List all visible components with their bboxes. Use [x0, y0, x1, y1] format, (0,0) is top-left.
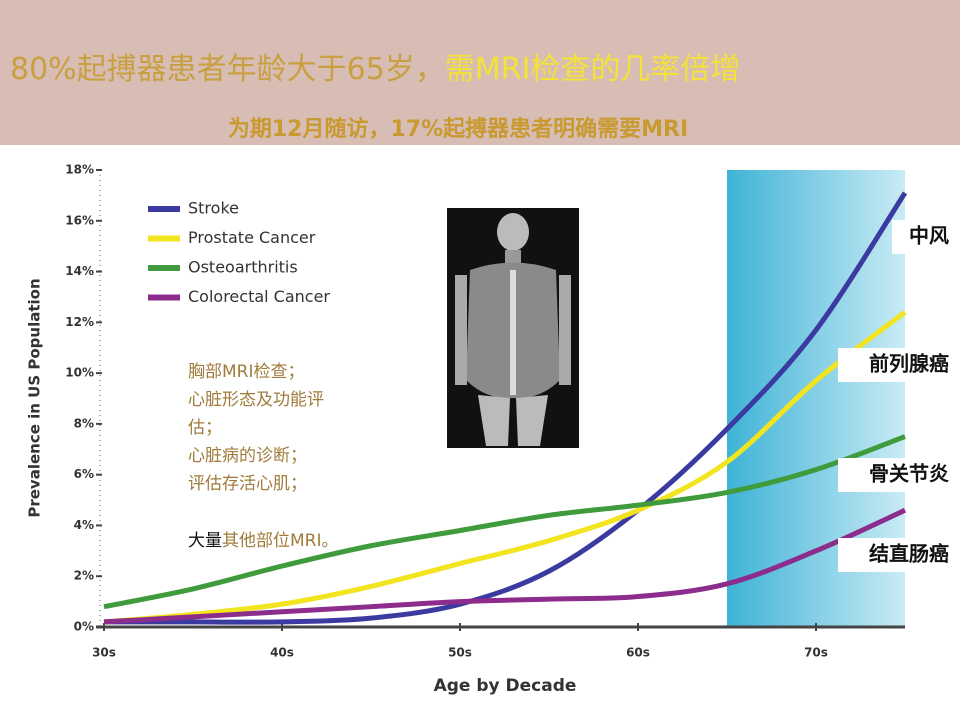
y-tick-label: 12%: [65, 315, 94, 329]
y-tick-label: 18%: [65, 163, 94, 177]
x-tick-label: 40s: [270, 646, 294, 660]
y-tick-label: 14%: [65, 264, 94, 278]
series-line: [104, 191, 908, 625]
slide-title: 80%起搏器患者年龄大于65岁，需MRI检查的几率倍增: [10, 52, 740, 87]
x-tick-label: 50s: [448, 646, 472, 660]
note-line: 心脏病的诊断；: [188, 446, 307, 466]
callout-box: [838, 538, 954, 572]
mri-image: [447, 208, 579, 448]
x-tick-label: 60s: [626, 646, 650, 660]
title-part: 需MRI检查的几率倍增: [445, 52, 741, 87]
legend-label: Osteoarthritis: [188, 258, 298, 277]
callout-box: [892, 220, 954, 254]
legend-label: Colorectal Cancer: [188, 287, 330, 306]
series-callout: 骨关节炎: [869, 462, 949, 486]
note-line: 评估存活心肌；: [188, 474, 307, 494]
x-tick-label: 70s: [804, 646, 828, 660]
slide-subtitle: 为期12月随访，17%起搏器患者明确需要MRI: [228, 116, 688, 142]
x-tick-label: 30s: [92, 646, 116, 660]
y-tick-label: 8%: [74, 416, 94, 430]
series-callout: 前列腺癌: [869, 352, 949, 376]
note-last: 大量其他部位MRI。: [188, 531, 339, 551]
series-line: [103, 434, 906, 610]
callout-box: [838, 348, 954, 382]
legend-label: Prostate Cancer: [188, 228, 316, 247]
series-callout: 中风: [909, 224, 949, 248]
y-tick-label: 4%: [74, 518, 94, 532]
legend-label: Stroke: [188, 199, 239, 218]
y-axis-label: Prevalence in US Population: [26, 278, 44, 517]
y-tick-label: 0%: [74, 620, 94, 634]
note-bold: 大量: [188, 531, 222, 551]
note-line: 胸部MRI检查；: [188, 362, 305, 382]
y-tick-label: 2%: [74, 569, 94, 583]
callout-box: [838, 458, 954, 492]
y-tick-label: 16%: [65, 213, 94, 227]
y-tick-label: 10%: [65, 366, 94, 380]
note-line: 估；: [188, 418, 222, 438]
series-line: [103, 507, 907, 625]
title-part: 80%起搏器患者年龄大于65岁，: [10, 52, 445, 87]
note-line: 心脏形态及功能评: [188, 390, 324, 410]
note-rest: 其他部位MRI。: [222, 531, 339, 551]
x-axis-label: Age by Decade: [434, 676, 577, 696]
header-background: [0, 0, 960, 145]
series-line: [103, 310, 907, 625]
series-callout: 结直肠癌: [869, 542, 949, 566]
y-tick-label: 6%: [74, 467, 94, 481]
